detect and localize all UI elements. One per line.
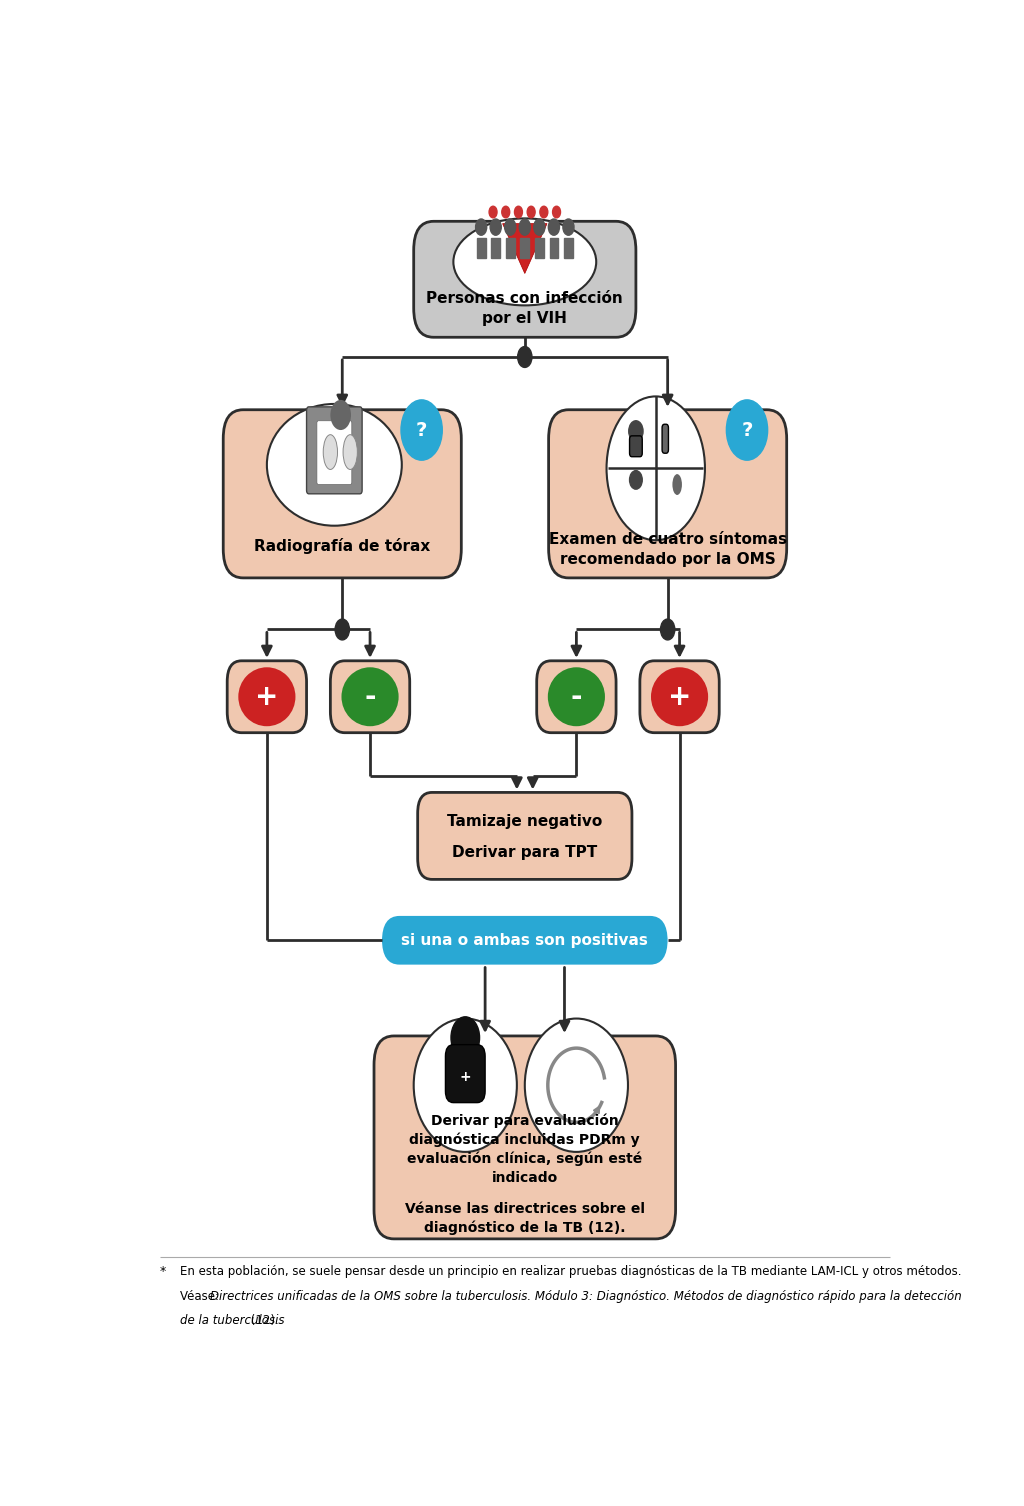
Circle shape	[534, 218, 545, 235]
Ellipse shape	[414, 1018, 517, 1152]
Text: +: +	[255, 682, 279, 711]
Text: Véase:: Véase:	[179, 1291, 222, 1304]
Text: Directrices unificadas de la OMS sobre la tuberculosis. Módulo 3: Diagnóstico. M: Directrices unificadas de la OMS sobre l…	[210, 1291, 962, 1304]
Ellipse shape	[454, 218, 596, 306]
FancyBboxPatch shape	[306, 407, 362, 494]
FancyBboxPatch shape	[630, 435, 642, 456]
FancyBboxPatch shape	[537, 661, 616, 733]
Text: (12).: (12).	[247, 1313, 279, 1327]
FancyBboxPatch shape	[445, 1045, 485, 1102]
FancyArrow shape	[564, 238, 572, 259]
Circle shape	[490, 218, 502, 235]
Ellipse shape	[341, 667, 398, 726]
Circle shape	[553, 206, 560, 218]
FancyBboxPatch shape	[227, 661, 306, 733]
Circle shape	[502, 206, 510, 218]
Circle shape	[335, 619, 349, 640]
Text: *: *	[160, 1265, 166, 1279]
Circle shape	[401, 401, 442, 461]
Text: Examen de cuatro síntomas
recomendado por la OMS: Examen de cuatro síntomas recomendado po…	[549, 532, 786, 566]
FancyBboxPatch shape	[549, 410, 786, 578]
Text: Radiografía de tórax: Radiografía de tórax	[254, 538, 430, 554]
FancyArrow shape	[535, 238, 544, 259]
Circle shape	[518, 346, 531, 367]
FancyArrow shape	[492, 238, 500, 259]
Ellipse shape	[324, 435, 338, 470]
FancyArrow shape	[550, 238, 558, 259]
Circle shape	[505, 218, 516, 235]
Text: de la tuberculosis: de la tuberculosis	[179, 1313, 284, 1327]
Circle shape	[514, 206, 522, 218]
FancyBboxPatch shape	[382, 916, 668, 965]
Text: Derivar para evaluación
diagnóstica incluidas PDRm y
evaluación clínica, según e: Derivar para evaluación diagnóstica incl…	[408, 1113, 642, 1185]
Circle shape	[606, 396, 705, 541]
Ellipse shape	[651, 667, 709, 726]
Text: +: +	[460, 1071, 471, 1084]
Circle shape	[540, 206, 548, 218]
Circle shape	[563, 218, 574, 235]
FancyBboxPatch shape	[663, 425, 669, 453]
FancyBboxPatch shape	[223, 410, 462, 578]
Text: -: -	[570, 682, 582, 711]
Text: Véanse las directrices sobre el
diagnóstico de la TB (12).: Véanse las directrices sobre el diagnóst…	[404, 1202, 645, 1235]
FancyBboxPatch shape	[640, 661, 719, 733]
Text: si una o ambas son positivas: si una o ambas son positivas	[401, 932, 648, 947]
Ellipse shape	[239, 667, 296, 726]
Ellipse shape	[673, 474, 682, 495]
Circle shape	[519, 218, 530, 235]
Circle shape	[660, 619, 675, 640]
Text: ?: ?	[416, 420, 427, 440]
FancyArrow shape	[506, 238, 515, 259]
FancyArrow shape	[520, 238, 529, 259]
Ellipse shape	[524, 1018, 628, 1152]
Circle shape	[630, 470, 642, 489]
Text: En esta población, se suele pensar desde un principio en realizar pruebas diagnó: En esta población, se suele pensar desde…	[179, 1265, 962, 1279]
FancyBboxPatch shape	[418, 792, 632, 880]
FancyBboxPatch shape	[331, 661, 410, 733]
Circle shape	[726, 401, 768, 461]
Polygon shape	[503, 223, 547, 274]
FancyBboxPatch shape	[316, 420, 352, 485]
Circle shape	[629, 420, 643, 441]
Circle shape	[527, 206, 536, 218]
Circle shape	[548, 218, 559, 235]
Circle shape	[451, 1017, 479, 1059]
Circle shape	[489, 206, 497, 218]
Text: +: +	[668, 682, 691, 711]
Text: -: -	[365, 682, 376, 711]
Circle shape	[331, 401, 351, 431]
Text: Personas con infección
por el VIH: Personas con infección por el VIH	[426, 291, 624, 325]
FancyArrow shape	[477, 238, 485, 259]
FancyBboxPatch shape	[374, 1036, 676, 1239]
Ellipse shape	[548, 667, 605, 726]
Text: ?: ?	[741, 420, 753, 440]
Text: Tamizaje negativo: Tamizaje negativo	[447, 815, 602, 830]
Circle shape	[475, 218, 486, 235]
Ellipse shape	[267, 404, 401, 526]
FancyBboxPatch shape	[414, 221, 636, 337]
Ellipse shape	[343, 435, 357, 470]
Text: Derivar para TPT: Derivar para TPT	[453, 845, 597, 860]
